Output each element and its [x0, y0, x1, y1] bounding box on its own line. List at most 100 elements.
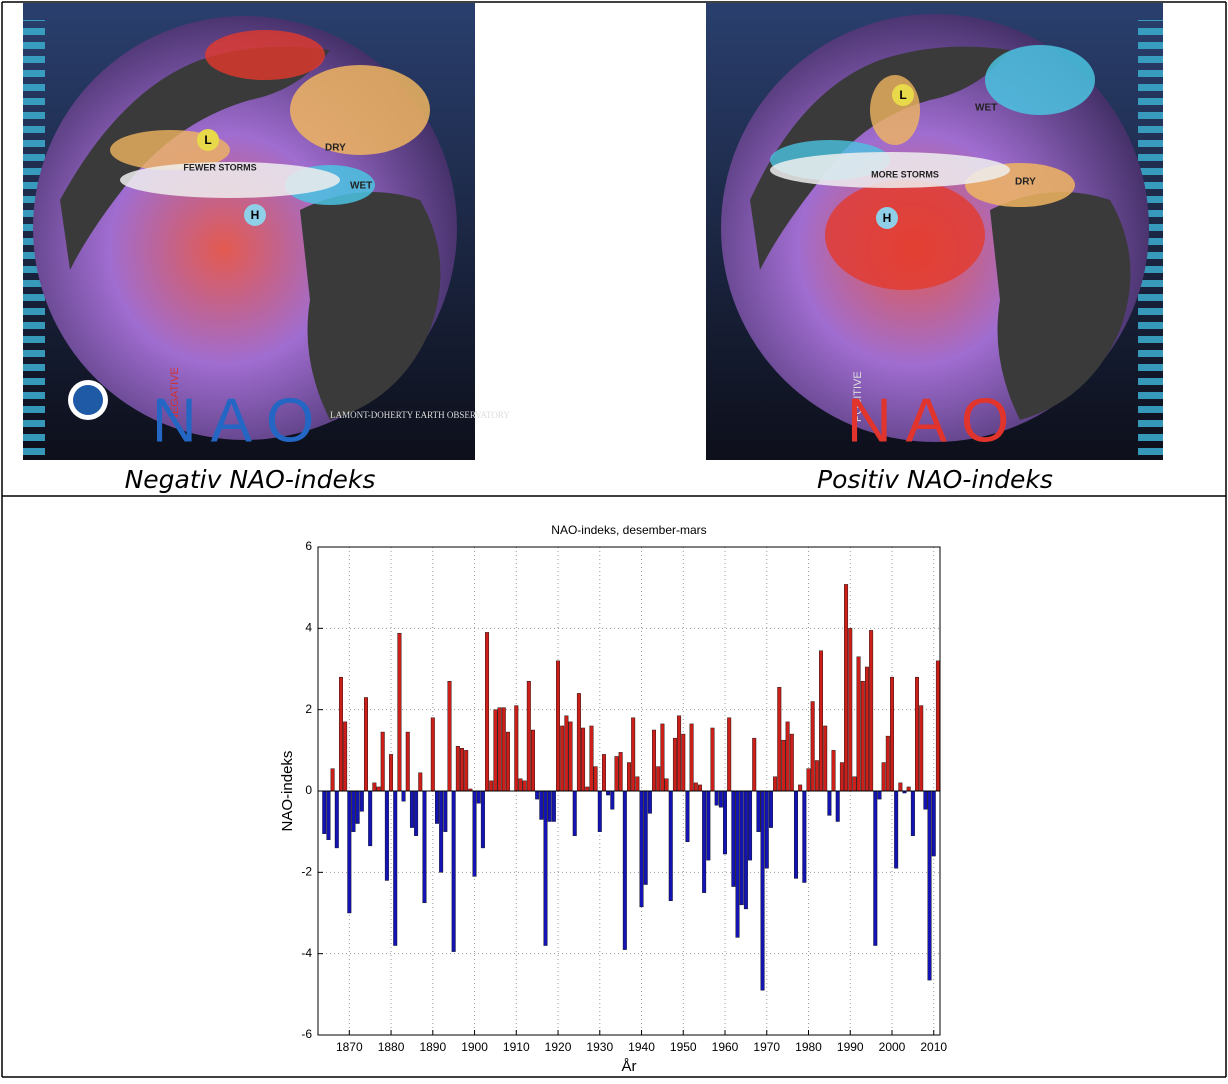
x-tick-label: 1960	[712, 1040, 739, 1054]
wet-label: WET	[350, 181, 372, 192]
bar	[702, 790, 707, 893]
bar	[739, 790, 744, 906]
bar	[518, 778, 523, 792]
bar	[443, 790, 448, 832]
bar	[576, 693, 581, 792]
y-tick-label: 4	[305, 621, 312, 635]
bar	[618, 752, 623, 792]
bar	[652, 729, 657, 792]
bar	[789, 733, 794, 792]
bar	[664, 778, 669, 792]
bar	[752, 737, 757, 792]
bar	[910, 790, 915, 836]
bar	[714, 790, 719, 806]
bar	[748, 790, 753, 861]
bar	[723, 790, 727, 855]
bar	[560, 725, 565, 792]
bar	[806, 768, 811, 792]
x-tick-label: 1940	[628, 1040, 655, 1054]
bar	[393, 790, 398, 946]
bar	[919, 705, 924, 792]
bar	[639, 790, 644, 908]
bar	[347, 790, 352, 914]
bar	[322, 790, 327, 834]
high-label: H	[883, 211, 892, 225]
nao-logo: NAO	[847, 386, 1023, 455]
bar	[556, 660, 561, 792]
bar	[351, 790, 356, 832]
caption: Positiv NAO-indeks	[817, 465, 1053, 494]
bar	[873, 790, 878, 946]
bar	[860, 681, 865, 792]
bar	[710, 727, 715, 792]
bar	[931, 790, 936, 857]
x-tick-label: 1870	[336, 1040, 363, 1054]
bar	[414, 790, 419, 836]
bar	[727, 717, 732, 792]
x-tick-label: 1880	[378, 1040, 405, 1054]
bar	[564, 715, 569, 792]
dry-label: DRY	[325, 143, 346, 154]
bar	[706, 790, 711, 861]
bar	[514, 705, 519, 792]
bar	[589, 725, 594, 792]
bar	[581, 727, 586, 792]
bar	[405, 731, 410, 792]
bar	[885, 735, 890, 792]
bar	[777, 687, 782, 792]
bar	[472, 790, 477, 877]
bar	[631, 717, 636, 792]
bar	[434, 790, 439, 824]
bar	[848, 628, 853, 792]
storms-label: FEWER STORMS	[183, 162, 256, 172]
bar	[768, 790, 773, 828]
bar	[543, 790, 548, 946]
bar	[539, 790, 544, 820]
bar	[551, 790, 556, 822]
bar	[572, 790, 577, 836]
bar	[418, 772, 423, 792]
bar	[735, 790, 740, 938]
bar	[764, 790, 769, 869]
nao-logo: NAO	[152, 386, 328, 455]
bar	[693, 782, 698, 792]
bar	[380, 731, 385, 792]
bar	[464, 750, 469, 792]
bar	[810, 701, 815, 792]
bar	[927, 790, 932, 981]
bar	[593, 766, 598, 792]
badge: NEGATIVE	[169, 367, 181, 422]
bar	[501, 707, 506, 792]
bar	[877, 790, 882, 800]
bar	[794, 790, 798, 879]
bar	[476, 790, 481, 804]
low-label: L	[899, 88, 906, 102]
bar	[635, 776, 640, 792]
chart-title: NAO-indeks, desember-mars	[551, 523, 706, 537]
bar	[372, 782, 377, 792]
chart: NAO-indeks, desember-mars År NAO-indeks …	[279, 523, 947, 1075]
y-tick-label: -2	[301, 865, 312, 879]
bar	[672, 737, 677, 792]
bar	[827, 790, 832, 816]
bar	[384, 790, 389, 881]
bar	[364, 697, 368, 792]
wet-label: WET	[975, 103, 997, 114]
bar	[781, 739, 786, 792]
bar	[681, 733, 686, 792]
bar	[814, 760, 819, 792]
bar	[585, 786, 590, 792]
bar	[819, 650, 824, 792]
x-tick-label: 1920	[545, 1040, 572, 1054]
bar	[397, 633, 402, 792]
bar	[622, 790, 627, 950]
bar	[718, 790, 723, 808]
bar	[355, 790, 360, 824]
x-tick-label: 2000	[879, 1040, 906, 1054]
bar	[489, 780, 494, 792]
dry-label: DRY	[1015, 177, 1036, 188]
bar	[601, 754, 606, 792]
high-label: H	[251, 208, 260, 222]
bar	[451, 790, 456, 952]
